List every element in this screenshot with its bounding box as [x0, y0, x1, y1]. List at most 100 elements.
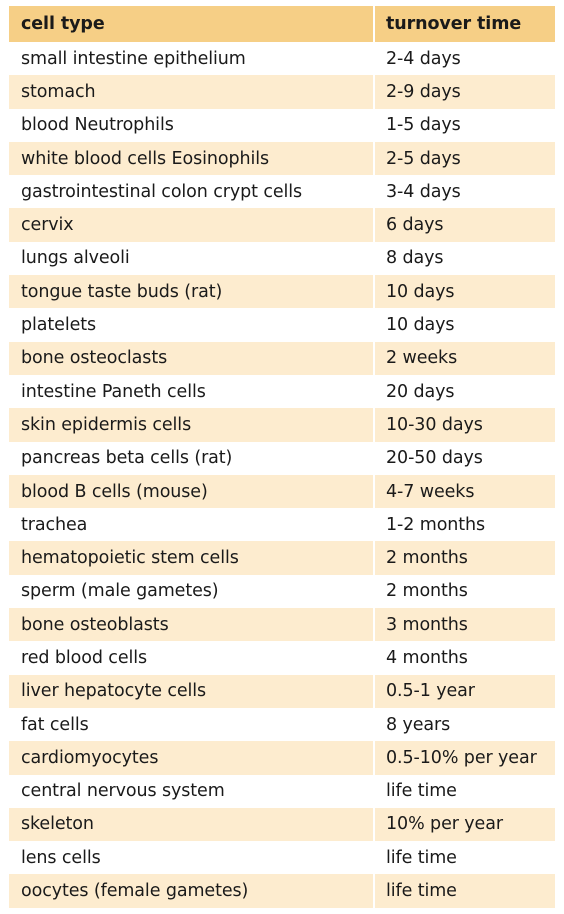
column-divider	[373, 674, 375, 708]
table-row: blood Neutrophils 1-5 days	[9, 108, 555, 142]
column-divider	[373, 541, 375, 575]
cell-type-value: bone osteoblasts	[21, 614, 169, 635]
column-divider	[373, 175, 375, 209]
column-divider	[373, 341, 375, 375]
column-divider	[373, 574, 375, 609]
cell-type-value: liver hepatocyte cells	[21, 681, 207, 702]
table-row: cervix 6 days	[9, 208, 555, 242]
turnover-time-value: 3-4 days	[386, 181, 461, 202]
turnover-time-value: 2-4 days	[386, 48, 461, 69]
cell-type-value: platelets	[21, 315, 97, 336]
turnover-time-value: 3 months	[386, 614, 468, 635]
column-divider	[373, 141, 375, 176]
turnover-time-value: 2 months	[386, 581, 468, 602]
cell-type-value: red blood cells	[21, 647, 148, 668]
turnover-time-value: 0.5-10% per year	[386, 747, 537, 768]
column-divider	[373, 608, 375, 642]
table-row: trachea 1-2 months	[9, 508, 555, 542]
cell-type-value: white blood cells Eosinophils	[21, 148, 269, 169]
column-divider	[373, 42, 375, 76]
turnover-time-value: 1-2 months	[386, 514, 486, 535]
column-divider	[373, 408, 375, 442]
table-row: blood B cells (mouse) 4-7 weeks	[9, 474, 555, 509]
table-row: stomach 2-9 days	[9, 75, 555, 109]
column-divider	[373, 441, 375, 475]
column-divider	[373, 474, 375, 509]
table-row: white blood cells Eosinophils 2-5 days	[9, 141, 555, 176]
cell-type-value: blood B cells (mouse)	[21, 481, 208, 502]
turnover-time-value: life time	[386, 781, 457, 802]
column-divider	[373, 641, 375, 675]
turnover-time-value: 4 months	[386, 647, 468, 668]
cell-type-value: cervix	[21, 215, 74, 236]
cell-type-value: small intestine epithelium	[21, 48, 246, 69]
column-divider	[373, 374, 375, 409]
turnover-time-value: 2 weeks	[386, 348, 458, 369]
header-turnover-time: turnover time	[386, 14, 522, 34]
column-divider	[373, 108, 375, 142]
turnover-time-value: 4-7 weeks	[386, 481, 475, 502]
table-row: intestine Paneth cells 20 days	[9, 374, 555, 409]
header-cell-type: cell type	[21, 14, 105, 34]
table-row: tongue taste buds (rat) 10 days	[9, 275, 555, 309]
cell-type-value: pancreas beta cells (rat)	[21, 448, 233, 469]
table-row: central nervous system life time	[9, 774, 555, 808]
table-row: hematopoietic stem cells 2 months	[9, 541, 555, 575]
table-row: oocytes (female gametes) life time	[9, 874, 555, 908]
turnover-time-value: 8 days	[386, 248, 444, 269]
cell-type-value: cardiomyocytes	[21, 747, 159, 768]
cell-type-value: lungs alveoli	[21, 248, 130, 269]
cell-type-value: sperm (male gametes)	[21, 581, 219, 602]
cell-type-value: tongue taste buds (rat)	[21, 281, 223, 302]
turnover-time-value: 20 days	[386, 381, 455, 402]
turnover-time-value: 10 days	[386, 315, 455, 336]
cell-type-value: intestine Paneth cells	[21, 381, 206, 402]
cell-type-value: central nervous system	[21, 781, 225, 802]
column-divider	[373, 275, 375, 309]
column-divider	[373, 741, 375, 775]
table-row: skin epidermis cells 10-30 days	[9, 408, 555, 442]
table-row: lungs alveoli 8 days	[9, 241, 555, 276]
turnover-time-value: 10% per year	[386, 814, 503, 835]
turnover-time-value: 6 days	[386, 215, 444, 236]
column-divider	[373, 841, 375, 875]
column-divider	[373, 208, 375, 242]
cell-type-value: skin epidermis cells	[21, 414, 192, 435]
cell-type-value: lens cells	[21, 847, 101, 868]
table-body: small intestine epithelium 2-4 days stomac…	[9, 42, 555, 908]
cell-type-value: blood Neutrophils	[21, 115, 174, 136]
table-row: pancreas beta cells (rat) 20-50 days	[9, 441, 555, 475]
turnover-time-value: 1-5 days	[386, 115, 461, 136]
column-divider	[373, 707, 375, 742]
table-header-row: cell type turnover time	[9, 6, 555, 42]
turnover-time-value: 2-9 days	[386, 81, 461, 102]
column-divider	[373, 874, 375, 908]
table-row: bone osteoclasts 2 weeks	[9, 341, 555, 375]
cell-type-value: hematopoietic stem cells	[21, 548, 239, 569]
column-divider	[373, 774, 375, 808]
table-row: bone osteoblasts 3 months	[9, 608, 555, 642]
turnover-time-value: 10-30 days	[386, 414, 483, 435]
table-row: liver hepatocyte cells 0.5-1 year	[9, 674, 555, 708]
column-divider	[373, 241, 375, 276]
table-row: gastrointestinal colon crypt cells 3-4 da…	[9, 175, 555, 209]
table-row: platelets 10 days	[9, 308, 555, 342]
column-divider	[373, 6, 375, 42]
cell-type-value: stomach	[21, 81, 96, 102]
table-row: red blood cells 4 months	[9, 641, 555, 675]
table-row: small intestine epithelium 2-4 days	[9, 42, 555, 76]
turnover-time-value: 8 years	[386, 714, 451, 735]
cell-type-value: bone osteoclasts	[21, 348, 168, 369]
table-row: cardiomyocytes 0.5-10% per year	[9, 741, 555, 775]
turnover-time-value: 0.5-1 year	[386, 681, 475, 702]
table-row: sperm (male gametes) 2 months	[9, 574, 555, 609]
turnover-time-value: 10 days	[386, 281, 455, 302]
column-divider	[373, 508, 375, 542]
cell-type-value: oocytes (female gametes)	[21, 881, 249, 902]
turnover-time-value: 2 months	[386, 548, 468, 569]
column-divider	[373, 75, 375, 109]
table-row: lens cells life time	[9, 841, 555, 875]
turnover-time-value: 2-5 days	[386, 148, 461, 169]
turnover-time-value: life time	[386, 881, 457, 902]
turnover-time-value: 20-50 days	[386, 448, 483, 469]
